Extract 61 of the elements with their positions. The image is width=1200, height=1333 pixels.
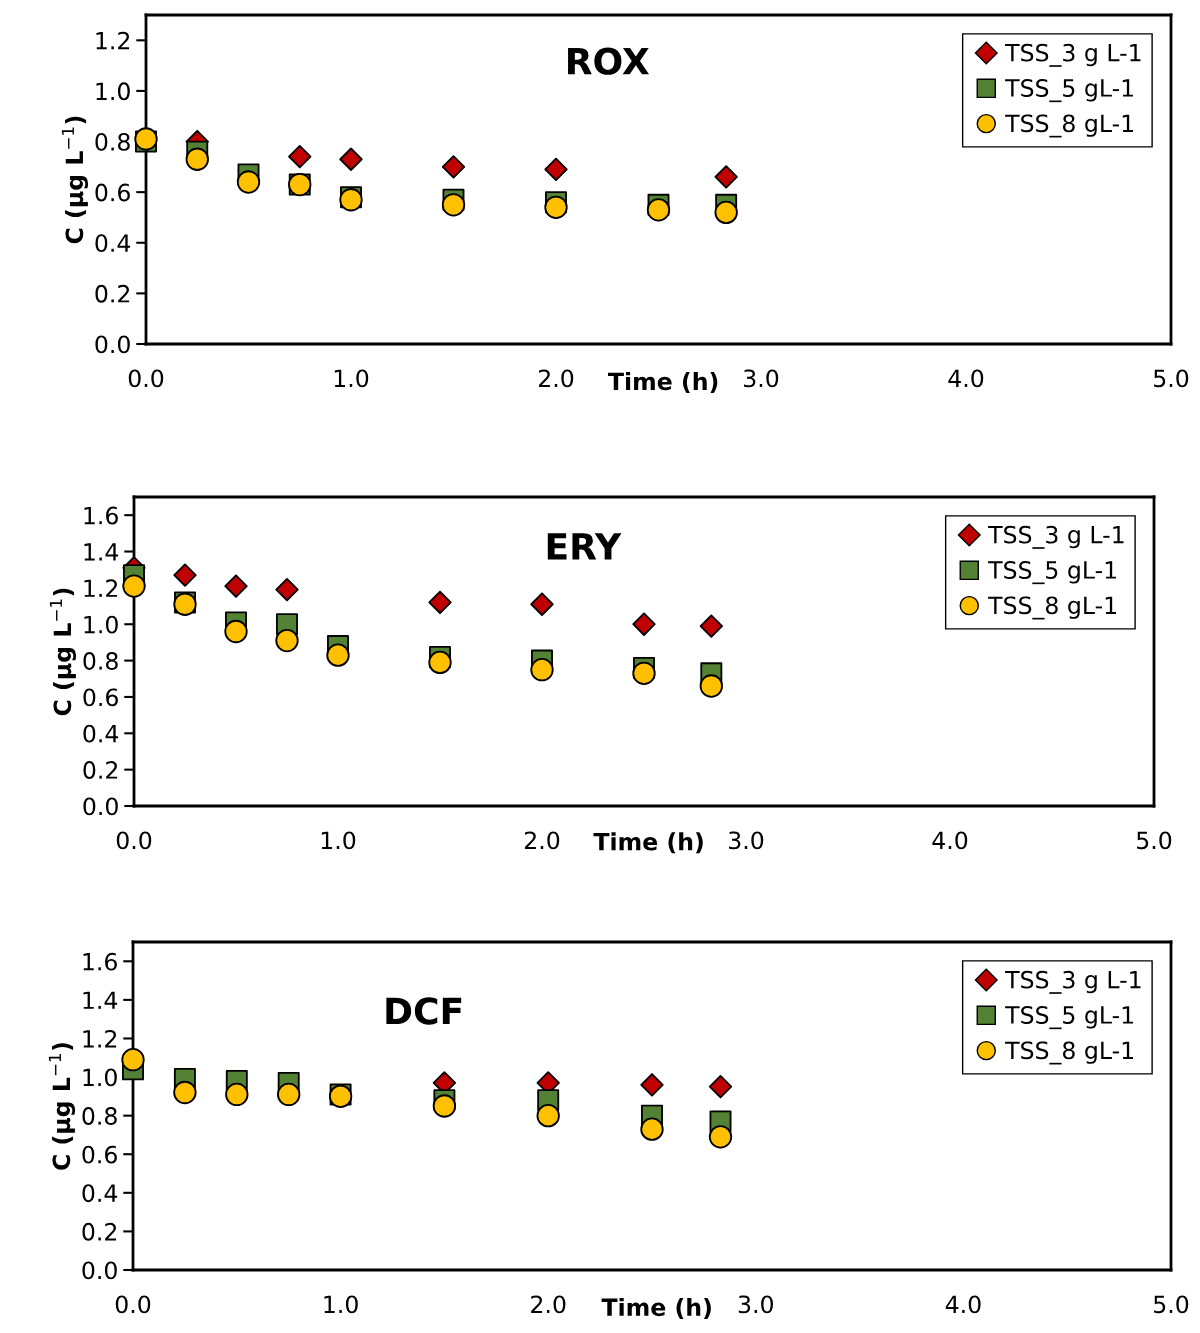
legend-label: TSS_8 gL-1 [988, 596, 1116, 620]
y-tick-label: 1.0 [84, 615, 118, 634]
y-tick-label: 0.2 [95, 284, 130, 303]
y-tick-label: 0.2 [83, 761, 118, 779]
x-tick-label: 0.0 [128, 369, 164, 388]
y-tick-label: 0.0 [83, 797, 118, 816]
y-tick-label: 1.2 [83, 1029, 117, 1048]
x-tick-label: 4.0 [948, 369, 984, 388]
y-tick-label: 0.6 [82, 1145, 117, 1164]
y-tick-label: 0.4 [82, 1184, 118, 1203]
legend-label: TSS_8 gL-1 [1005, 1041, 1133, 1065]
x-axis-title: Time (h) [608, 371, 718, 394]
x-tick-label: 0.0 [115, 1295, 151, 1314]
y-tick-label: 1.6 [83, 952, 117, 971]
y-tick-label: 1.2 [84, 579, 118, 597]
y-axis-title: C (µg L$^{−1}$) [61, 116, 89, 244]
text: ERY [547, 533, 622, 560]
y-tick-label: 0.8 [83, 652, 118, 670]
x-axis-title: Time (h) [593, 832, 703, 854]
x-tick-label: 1.0 [321, 831, 356, 850]
y-tick-label: 0.4 [95, 234, 131, 253]
x-tick-label: 2.0 [538, 369, 574, 388]
y-tick-label: 0.6 [83, 688, 118, 707]
x-tick-label: 3.0 [744, 369, 779, 388]
y-tick-label: 0.0 [82, 1261, 117, 1280]
y-tick-label: 1.0 [83, 1068, 117, 1087]
y-tick-label: 1.6 [84, 506, 118, 525]
text: ROX [568, 47, 650, 75]
x-tick-label: 2.0 [531, 1295, 566, 1314]
y-tick-label: 1.0 [96, 82, 130, 101]
legend-label: TSS_8 gL-1 [1005, 114, 1133, 138]
x-tick-label: 0.0 [116, 831, 152, 850]
x-tick-label: 5.0 [1137, 831, 1172, 850]
x-tick-label: 1.0 [334, 369, 369, 388]
y-tick-label: 1.2 [96, 31, 130, 50]
y-tick-label: 0.8 [95, 132, 130, 151]
y-tick-label: 0.2 [82, 1222, 117, 1241]
x-axis-title: Time (h) [601, 1297, 711, 1319]
y-tick-label: 1.4 [84, 543, 119, 561]
legend-label: TSS_5 gL-1 [988, 561, 1116, 585]
x-tick-label: 3.0 [738, 1295, 774, 1314]
legend-label: TSS_5 gL-1 [1005, 79, 1133, 103]
legend-label: TSS_3 g L-1 [988, 525, 1124, 549]
legend-label: TSS_5 gL-1 [1005, 1006, 1133, 1030]
text: DCF [386, 997, 462, 1025]
x-tick-label: 1.0 [324, 1295, 358, 1314]
x-tick-label: 5.0 [1154, 1295, 1189, 1314]
x-tick-label: 4.0 [932, 831, 968, 850]
legend-label: TSS_3 g L-1 [1005, 43, 1141, 67]
y-axis-title: C (µg L$^{−1}$) [48, 1043, 76, 1170]
y-tick-label: 0.8 [82, 1107, 117, 1125]
y-tick-label: 0.6 [95, 183, 130, 202]
y-tick-label: 0.0 [95, 335, 130, 354]
x-tick-label: 2.0 [524, 831, 560, 850]
x-tick-label: 4.0 [945, 1295, 981, 1314]
y-axis-title: C (µg L$^{−1}$) [49, 588, 77, 716]
legend-label: TSS_3 g L-1 [1005, 970, 1141, 994]
y-tick-label: 0.4 [83, 724, 119, 743]
y-tick-label: 1.4 [83, 991, 118, 1009]
x-tick-label: 3.0 [729, 831, 764, 850]
x-tick-label: 5.0 [1154, 369, 1189, 388]
